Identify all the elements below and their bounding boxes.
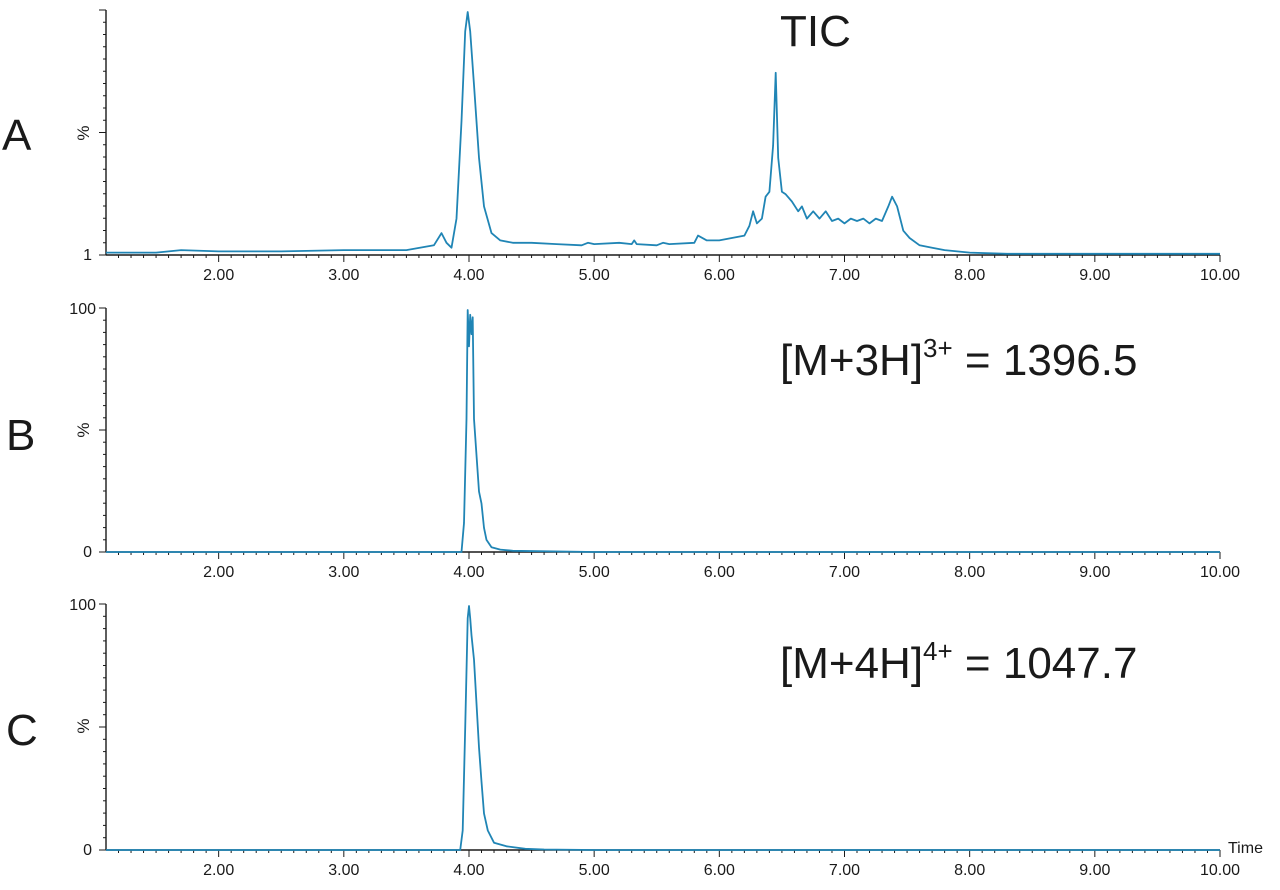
panel-a-x-tick-label: 3.00 (328, 267, 359, 284)
panel-b-x-tick-label: 3.00 (328, 564, 359, 581)
panel-b-x-tick-label: 7.00 (829, 564, 860, 581)
panel-c-letter: C (6, 706, 38, 755)
panel-a-y-tick-label: 1 (83, 247, 92, 264)
panel-c-x-tick-label: 9.00 (1079, 862, 1110, 879)
panel-b-x-tick-label: 2.00 (203, 564, 234, 581)
panel-b-x-tick-label: 10.00 (1200, 564, 1240, 581)
panel-c-x-tick-label: 5.00 (579, 862, 610, 879)
panel-a-letter: A (2, 111, 32, 160)
panel-a-trace-line (106, 11, 1220, 255)
panel-b-x-tick-label: 5.00 (579, 564, 610, 581)
panel-a-x-tick-label: 10.00 (1200, 267, 1240, 284)
panel-a-x-tick-label: 8.00 (954, 267, 985, 284)
panel-b-x-tick-label: 6.00 (704, 564, 735, 581)
panel-c-x-tick-label: 10.00 (1200, 862, 1240, 879)
panel-c-x-tick-label: 7.00 (829, 862, 860, 879)
panel-b-trace-line (106, 309, 1220, 553)
panel-c-x-axis-label: Time (1228, 840, 1263, 857)
panel-c-x-tick-label: 4.00 (453, 862, 484, 879)
panel-b-letter: B (6, 411, 35, 460)
panel-c-x-tick-label: 2.00 (203, 862, 234, 879)
panel-c-x-tick-label: 8.00 (954, 862, 985, 879)
panel-b-y-tick-label: 100 (69, 301, 96, 318)
panel-c-y-tick-label: 0 (83, 842, 92, 859)
panel-b-x-tick-label: 9.00 (1079, 564, 1110, 581)
panel-a-x-tick-label: 5.00 (579, 267, 610, 284)
panel-a-x-tick-label: 6.00 (704, 267, 735, 284)
panel-c-y-tick-label: 100 (69, 597, 96, 614)
panel-b-y-tick-label: 0 (83, 544, 92, 561)
panel-c-x-tick-label: 6.00 (704, 862, 735, 879)
panel-a-x-tick-label: 4.00 (453, 267, 484, 284)
panel-a-annotation: TIC (780, 7, 851, 56)
panel-c-x-tick-label: 3.00 (328, 862, 359, 879)
panel-a-x-tick-label: 9.00 (1079, 267, 1110, 284)
panel-b-y-axis-label: % (74, 422, 93, 437)
panel-a-x-tick-label: 7.00 (829, 267, 860, 284)
panel-b-x-tick-label: 4.00 (453, 564, 484, 581)
panel-a-x-tick-label: 2.00 (203, 267, 234, 284)
panel-a-y-axis-label: % (74, 125, 93, 140)
panel-c-y-axis-label: % (74, 718, 93, 733)
panel-b-annotation: [M+3H]3+ = 1396.5 (780, 333, 1137, 385)
panel-b-x-tick-label: 8.00 (954, 564, 985, 581)
panel-c-trace-line (106, 605, 1220, 851)
panel-c-annotation: [M+4H]4+ = 1047.7 (780, 636, 1137, 688)
